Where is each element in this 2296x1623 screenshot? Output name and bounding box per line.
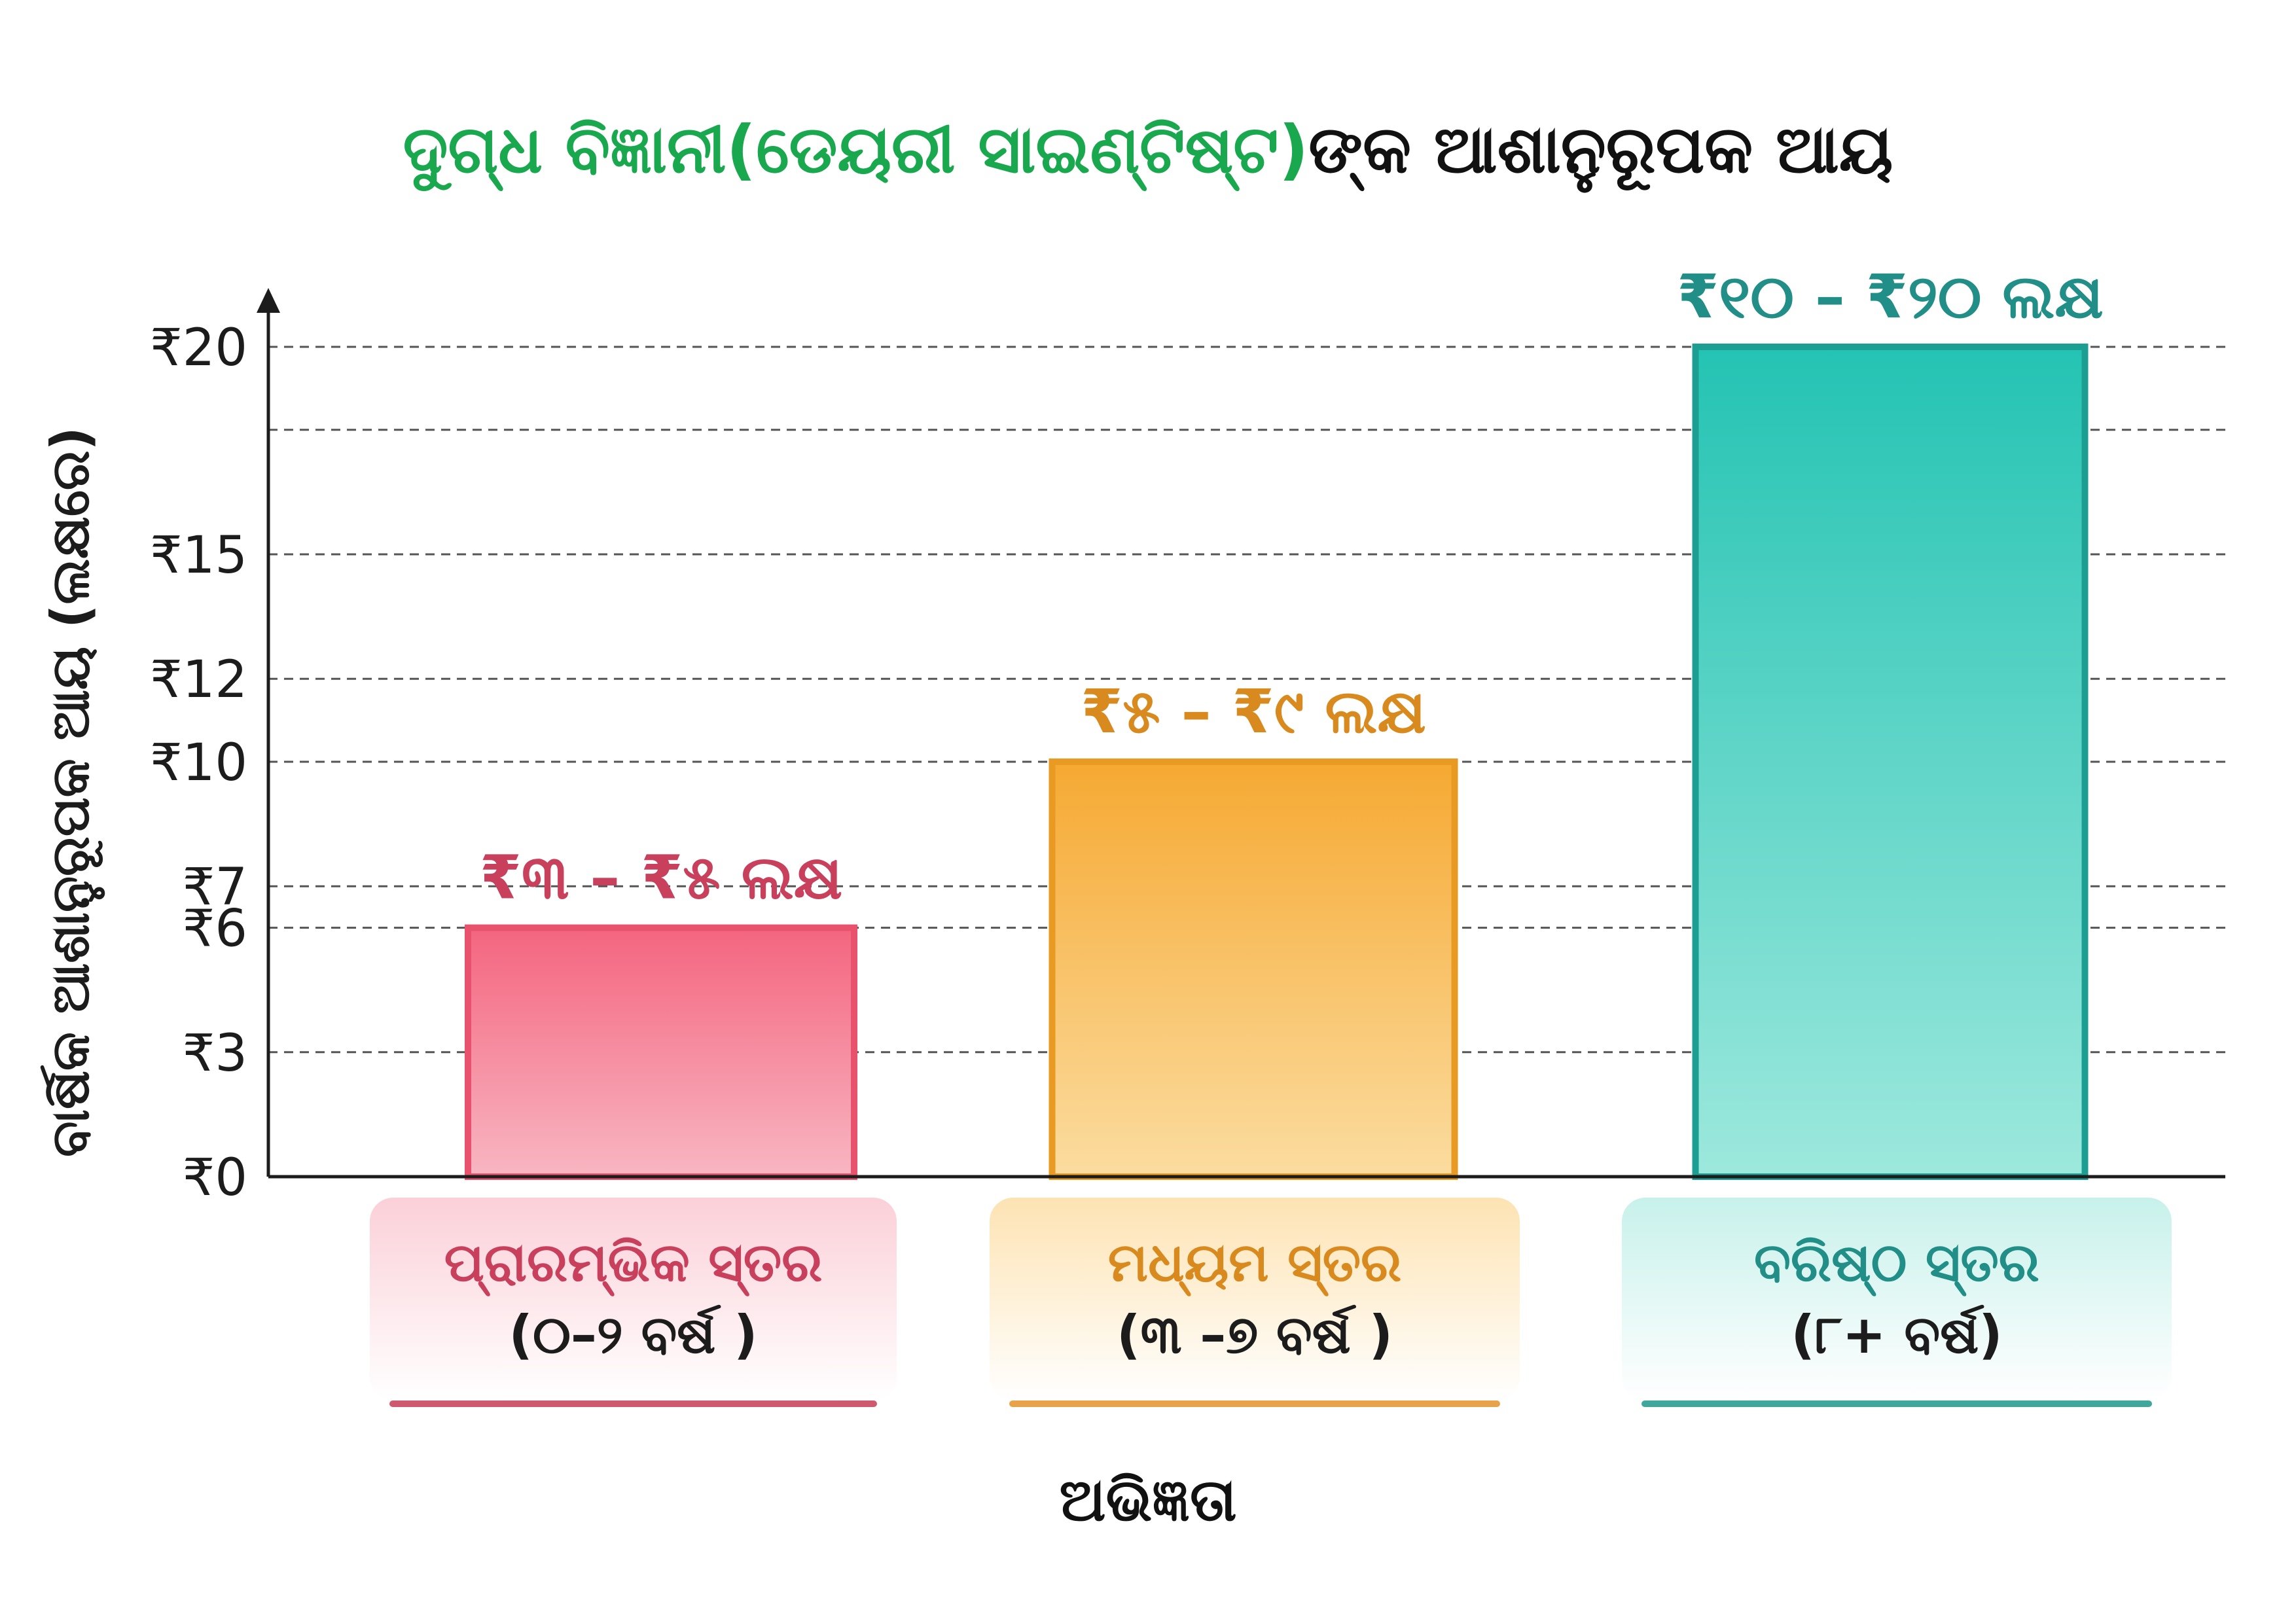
- bar-data-label: ₹୧୦ – ₹୨୦ ଲକ୍ଷ: [1677, 262, 2103, 332]
- data-labels: ₹୩ – ₹୫ ଲକ୍ଷ ₹୫ – ₹୯ ଲକ୍ଷ ₹୧୦ – ₹୨୦ ଲକ୍ଷ: [480, 262, 2104, 913]
- y-axis-arrow: [257, 288, 280, 313]
- y-tick-label: ₹3: [183, 1024, 247, 1083]
- bar: [465, 924, 857, 1180]
- y-tick-labels: ₹0 ₹3 ₹6₹7 ₹10 ₹12 ₹15 ₹20: [150, 319, 247, 1207]
- x-tick-sublabel: (୮+ ବର୍ଷ): [1791, 1304, 2003, 1365]
- x-tick-label: ମଧ୍ୟମ ସ୍ତର: [1107, 1232, 1402, 1294]
- y-axis-label: ବାର୍ଷିକ ଆଶାନୁରୂପକ ଆୟ (ଲକ୍ଷରେ): [40, 427, 101, 1157]
- x-tick-label: ପ୍ରାରମ୍ଭିକ ସ୍ତର: [444, 1232, 823, 1294]
- y-tick-label: ₹7: [183, 858, 247, 917]
- chart-title-green: ଦୁଗ୍ଧ ବିଜ୍ଞାନୀ(ଡେୟରୀ ସାଇଣ୍ଟିଷ୍ଟ): [403, 111, 1309, 188]
- category-card: ବରିଷ୍ଠ ସ୍ତର (୮+ ବର୍ଷ): [1622, 1198, 2172, 1407]
- category-card: ପ୍ରାରମ୍ଭିକ ସ୍ତର (୦–୨ ବର୍ଷ ): [370, 1198, 897, 1407]
- bar: [1049, 758, 1458, 1180]
- x-tick-label: ବରିଷ୍ଠ ସ୍ତର: [1754, 1232, 2039, 1294]
- bar-data-label: ₹୫ – ₹୯ ଲକ୍ଷ: [1081, 677, 1426, 747]
- y-tick-label: ₹10: [150, 734, 247, 793]
- chart-title: ଦୁଗ୍ଧ ବିଜ୍ଞାନୀ(ଡେୟରୀ ସାଇଣ୍ଟିଷ୍ଟ)ଙ୍କ ଆଶାନ…: [0, 111, 2296, 188]
- bar-data-label: ₹୩ – ₹୫ ଲକ୍ଷ: [480, 843, 842, 913]
- x-axis-label: ଅଭିଜ୍ଞତା: [1059, 1466, 1237, 1535]
- bar: [1692, 344, 2089, 1180]
- x-tick-sublabel: (୦–୨ ବର୍ଷ ): [509, 1304, 758, 1365]
- y-tick-label: ₹20: [150, 319, 247, 378]
- y-tick-label: ₹12: [150, 651, 247, 709]
- axes: [257, 288, 2225, 1179]
- y-tick-label: ₹6: [183, 900, 247, 959]
- y-tick-label: ₹0: [183, 1149, 247, 1207]
- card-underline: [389, 1400, 877, 1407]
- category-card: ମଧ୍ୟମ ସ୍ତର (୩ –୭ ବର୍ଷ ): [990, 1198, 1520, 1407]
- chart-title-black: ଙ୍କ ଆଶାନୁରୂପକ ଆୟ: [1308, 111, 1893, 188]
- bars: [465, 344, 2089, 1180]
- card-underline: [1641, 1400, 2152, 1407]
- x-tick-sublabel: (୩ –୭ ବର୍ଷ ): [1116, 1304, 1393, 1365]
- card-underline: [1009, 1400, 1500, 1407]
- y-tick-label: ₹15: [150, 526, 247, 585]
